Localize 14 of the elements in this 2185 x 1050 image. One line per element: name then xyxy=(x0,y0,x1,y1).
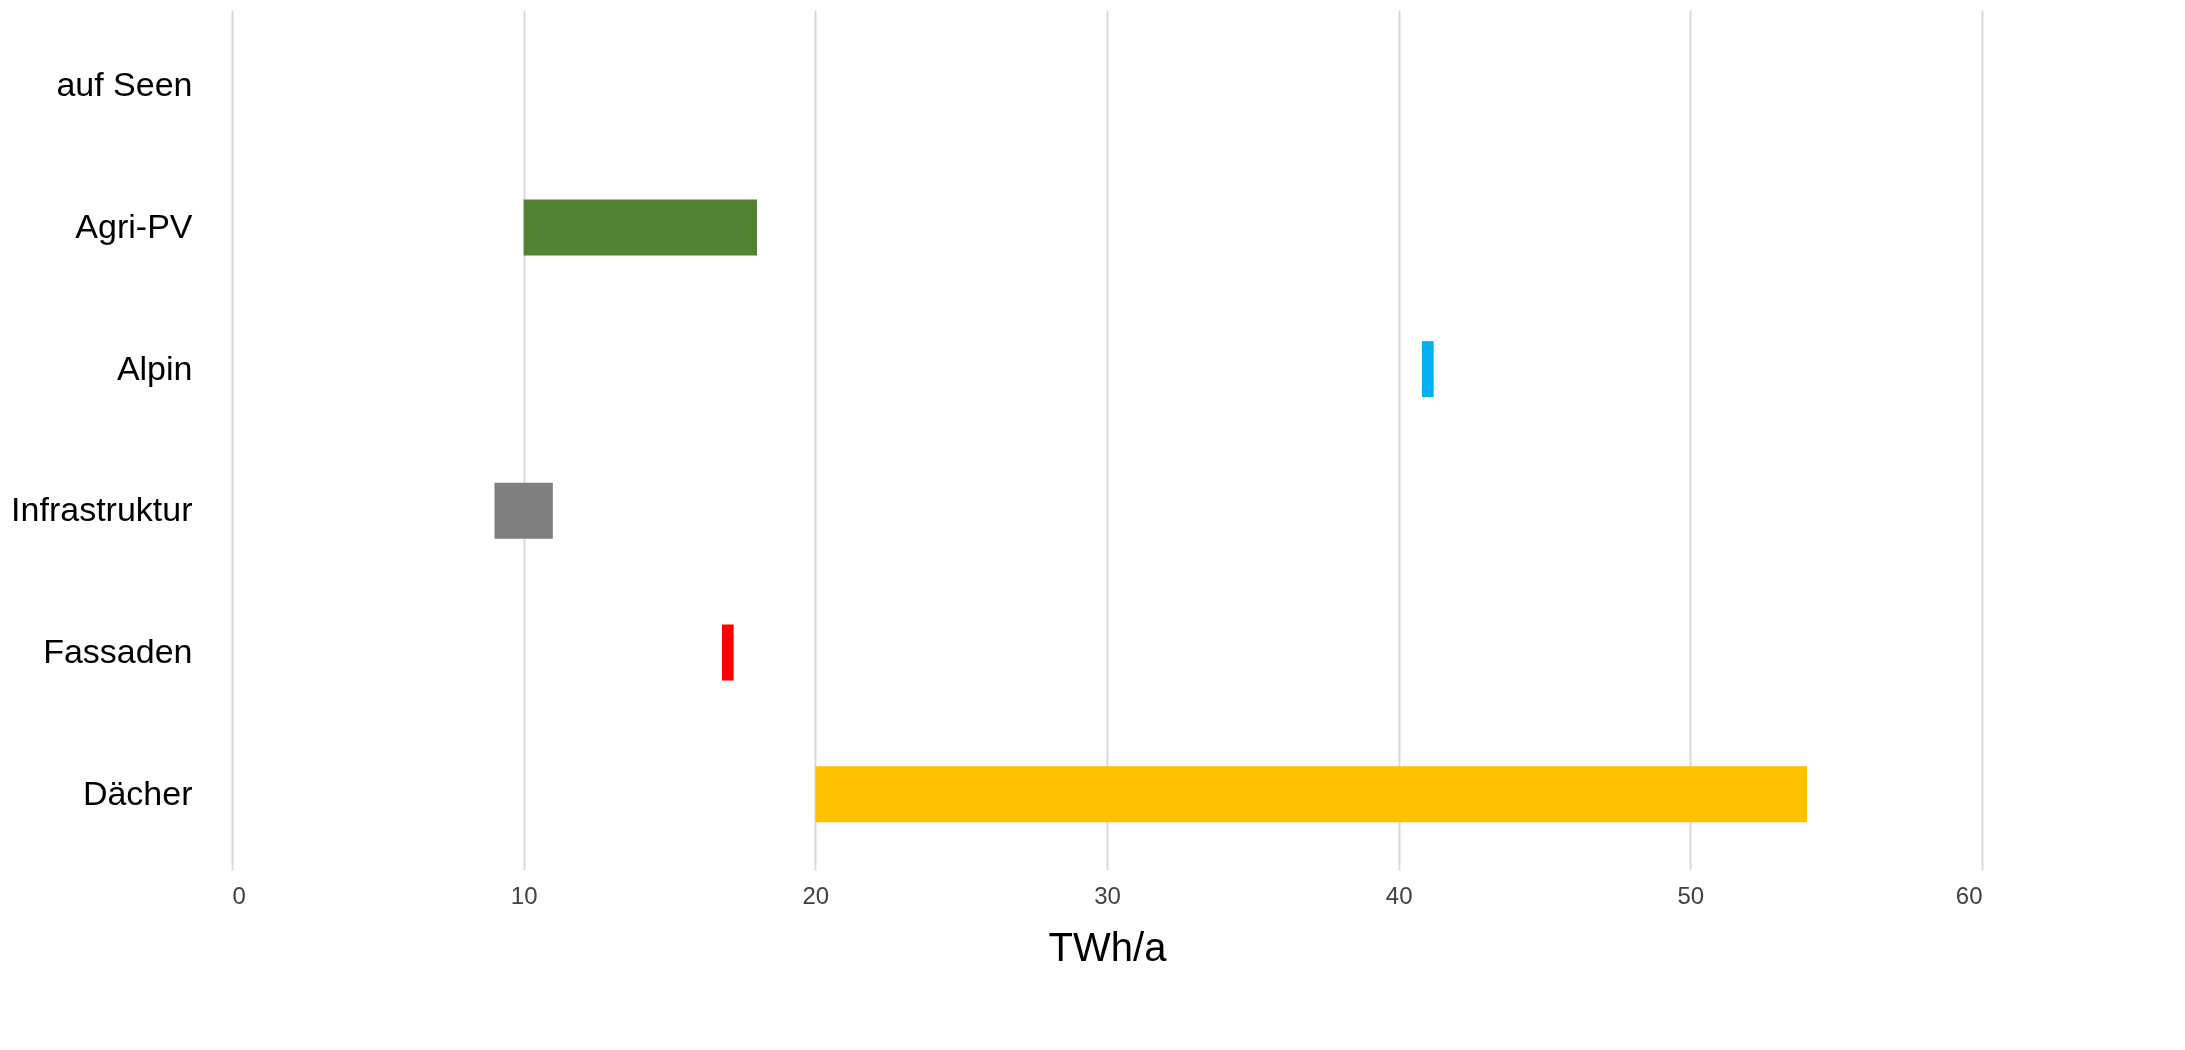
x-tick-label: 0 xyxy=(232,881,246,909)
x-tick-label: 20 xyxy=(802,881,830,909)
y-tick-label: Fassaden xyxy=(43,632,193,670)
y-tick-label: Dächer xyxy=(82,773,193,812)
y-tick-label: auf Seen xyxy=(56,65,193,104)
x-tick-label: 10 xyxy=(510,881,538,909)
y-tick-label: Infrastruktur xyxy=(11,490,193,529)
x-tick-label: 40 xyxy=(1385,881,1413,909)
x-tick-label: 50 xyxy=(1677,881,1705,909)
x-tick-label: 30 xyxy=(1094,881,1121,909)
y-tick-label: Agri-PV xyxy=(75,207,193,245)
y-tick-label: Alpin xyxy=(116,348,193,387)
x-tick-label: 60 xyxy=(1955,881,1983,909)
x-axis-title: TWh/a xyxy=(1048,924,1168,969)
